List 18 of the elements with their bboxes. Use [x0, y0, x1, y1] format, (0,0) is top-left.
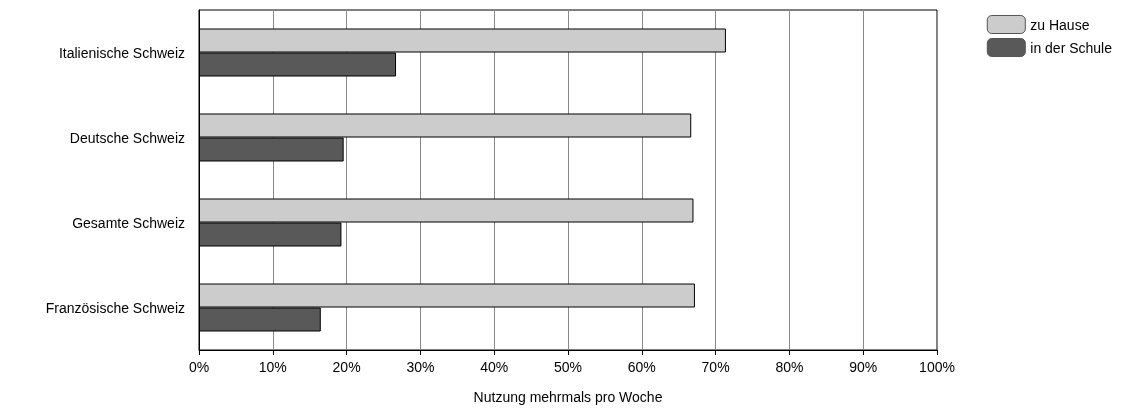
y-tick-label: Italienische Schweiz	[58, 44, 185, 61]
x-tick-label: 40%	[480, 359, 509, 375]
legend-label: in der Schule	[1030, 39, 1113, 56]
x-tick-label: 10%	[258, 359, 287, 375]
x-tick-label: 100%	[919, 359, 955, 375]
legend-label: zu Hause	[1030, 16, 1090, 33]
y-tick-label: Gesamte Schweiz	[72, 214, 185, 231]
x-tick-label: 20%	[332, 359, 361, 375]
x-tick-label: 0%	[188, 359, 210, 375]
x-tick-label: 50%	[553, 359, 583, 375]
x-tick-label: 30%	[406, 359, 435, 375]
x-tick-label: 90%	[849, 359, 878, 375]
y-tick-label: Deutsche Schweiz	[69, 129, 185, 146]
x-axis-title: Nutzung mehrmals pro Woche	[473, 389, 663, 405]
y-tick-label: Französische Schweiz	[45, 299, 185, 316]
x-tick-label: 70%	[701, 359, 730, 375]
x-tick-label: 60%	[627, 359, 656, 375]
x-tick-label: 80%	[775, 359, 804, 375]
